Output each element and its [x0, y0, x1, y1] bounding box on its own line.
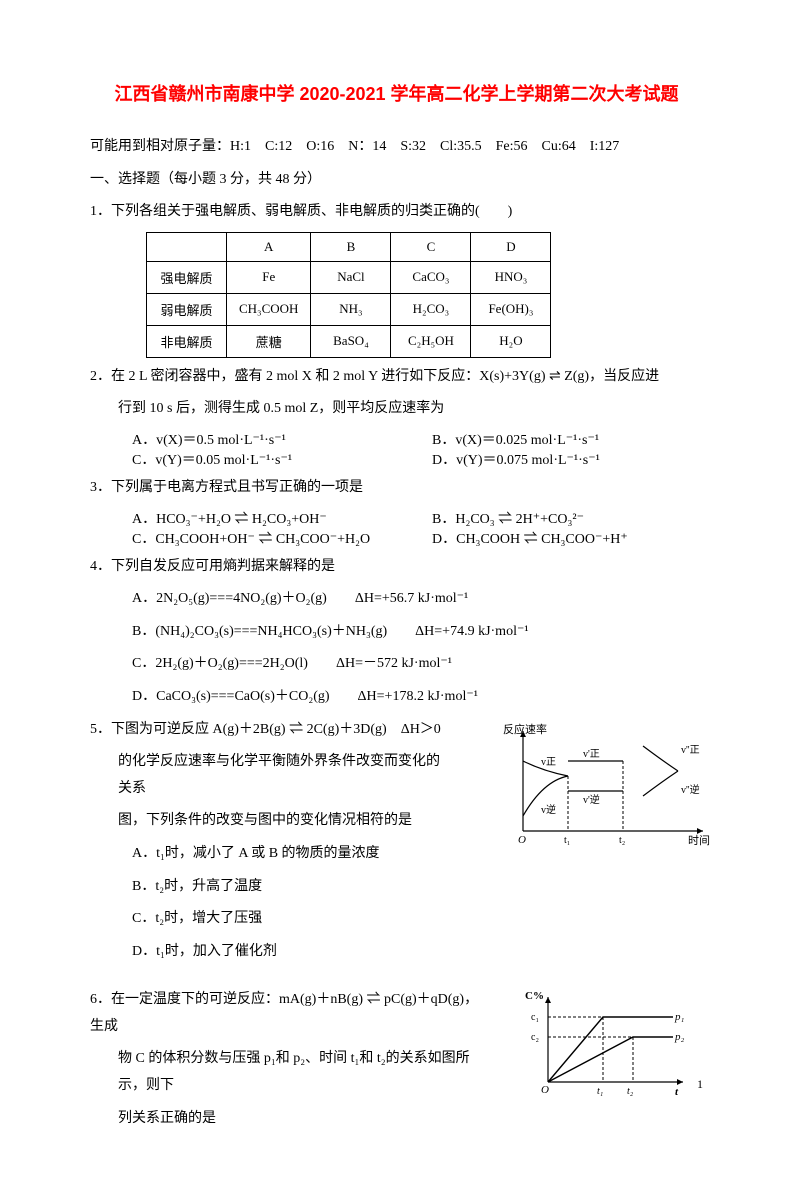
svg-text:p₁: p₁ [674, 1011, 685, 1023]
cell: 强电解质 [147, 261, 227, 293]
cell: HNO₃ [471, 261, 551, 293]
cell: Fe [227, 261, 311, 293]
svg-text:t: t [675, 1086, 679, 1097]
cell: C [391, 232, 471, 261]
cell: C₂H₅OH [391, 325, 471, 357]
table-row: A B C D [147, 232, 551, 261]
table-row: 强电解质 Fe NaCl CaCO₃ HNO₃ [147, 261, 551, 293]
svg-text:v''正: v''正 [681, 745, 700, 756]
cell: BaSO₄ [311, 325, 391, 357]
svg-text:O: O [541, 1084, 549, 1096]
axis-x-label: 时间 [688, 834, 710, 847]
svg-text:v''逆: v''逆 [681, 783, 700, 796]
q5-stem3: 图，下列条件的改变与图中的变化情况相符的是 [90, 808, 450, 835]
cell: Fe(OH)₃ [471, 293, 551, 325]
q3-optB: B．H₂CO₃ ⇌ 2H⁺+CO₃²⁻ [432, 508, 692, 528]
page-title: 江西省赣州市南康中学 2020-2021 学年高二化学上学期第二次大考试题 [90, 80, 703, 106]
q5-stem1: 5．下图为可逆反应 A(g)＋2B(g) ⇌ 2C(g)＋3D(g) ΔH＞0 [90, 717, 450, 744]
svg-text:t₂: t₂ [619, 835, 625, 846]
cell: 蔗糖 [227, 325, 311, 357]
q2-optB: B．v(X)＝0.025 mol·L⁻¹·s⁻¹ [432, 429, 692, 449]
q1-table: A B C D 强电解质 Fe NaCl CaCO₃ HNO₃ 弱电解质 CH₃… [146, 232, 551, 358]
svg-text:v'正: v'正 [583, 749, 600, 760]
section-1-heading: 一、选择题（每小题 3 分，共 48 分） [90, 167, 703, 194]
q4-optD: D．CaCO₃(s)===CaO(s)＋CO₂(g) ΔH=+178.2 kJ·… [90, 684, 703, 711]
q2-optD: D．v(Y)＝0.075 mol·L⁻¹·s⁻¹ [432, 449, 692, 469]
q4-optA: A．2N₂O₅(g)===4NO₂(g)＋O₂(g) ΔH=+56.7 kJ·m… [90, 586, 703, 613]
svg-text:t₂: t₂ [627, 1086, 634, 1097]
cell: D [471, 232, 551, 261]
table-row: 非电解质 蔗糖 BaSO₄ C₂H₅OH H₂O [147, 325, 551, 357]
q5-optB: B．t₂时，升高了温度 [90, 874, 450, 901]
q5-optD: D．t₁时，加入了催化剂 [90, 939, 450, 966]
q5-optA: A．t₁时，减小了 A 或 B 的物质的量浓度 [90, 841, 450, 868]
q4-optB: B．(NH₄)₂CO₃(s)===NH₄HCO₃(s)＋NH₃(g) ΔH=+7… [90, 619, 703, 646]
q2-optC: C．v(Y)＝0.05 mol·L⁻¹·s⁻¹ [132, 449, 432, 469]
cell: NaCl [311, 261, 391, 293]
cell [147, 232, 227, 261]
cell: H₂CO₃ [391, 293, 471, 325]
cell: 非电解质 [147, 325, 227, 357]
page-number: 1 [697, 1077, 703, 1092]
svg-text:t₁: t₁ [597, 1086, 603, 1097]
cell: NH₃ [311, 293, 391, 325]
cell: CaCO₃ [391, 261, 471, 293]
q2-stem: 2．在 2 L 密闭容器中，盛有 2 mol X 和 2 mol Y 进行如下反… [90, 364, 703, 391]
svg-text:C%: C% [525, 990, 544, 1002]
q3-optC: C．CH₃COOH+OH⁻ ⇌ CH₃COO⁻+H₂O [132, 528, 432, 548]
q5-figure: 反应速率 时间 v正 v逆 t₁ v'正 v'逆 t₂ [503, 721, 713, 851]
axis-y-label: 反应速率 [503, 722, 547, 736]
q1-stem: 1．下列各组关于强电解质、弱电解质、非电解质的归类正确的( ) [90, 199, 703, 226]
q6-stem1: 6．在一定温度下的可逆反应：mA(g)＋nB(g) ⇌ pC(g)＋qD(g)，… [90, 987, 480, 1040]
cell: B [311, 232, 391, 261]
svg-text:v逆: v逆 [541, 803, 556, 816]
q5-optC: C．t₂时，增大了压强 [90, 906, 450, 933]
q5-stem2: 的化学反应速率与化学平衡随外界条件改变而变化的关系 [90, 749, 450, 802]
cell: 弱电解质 [147, 293, 227, 325]
q4-optC: C．2H₂(g)＋O₂(g)===2H₂O(l) ΔH=－572 kJ·mol⁻… [90, 651, 703, 678]
q6-stem3: 列关系正确的是 [90, 1106, 480, 1133]
cell: CH₃COOH [227, 293, 311, 325]
svg-text:c₁: c₁ [531, 1012, 539, 1023]
svg-text:t₁: t₁ [564, 835, 570, 846]
q6-stem2: 物 C 的体积分数与压强 p₁和 p₂、时间 t₁和 t₂的关系如图所示，则下 [90, 1046, 480, 1099]
table-row: 弱电解质 CH₃COOH NH₃ H₂CO₃ Fe(OH)₃ [147, 293, 551, 325]
q2-stem2: 行到 10 s 后，测得生成 0.5 mol Z，则平均反应速率为 [90, 396, 703, 423]
svg-text:p₂: p₂ [674, 1031, 685, 1043]
q3-stem: 3．下列属于电离方程式且书写正确的一项是 [90, 475, 703, 502]
svg-text:c₂: c₂ [531, 1032, 539, 1043]
atomic-masses: 可能用到相对原子量：H:1 C:12 O:16 N：14 S:32 Cl:35.… [90, 134, 703, 161]
q3-optA: A．HCO₃⁻+H₂O ⇌ H₂CO₃+OH⁻ [132, 508, 432, 528]
q4-stem: 4．下列自发反应可用熵判据来解释的是 [90, 554, 703, 581]
svg-text:v正: v正 [541, 757, 556, 768]
cell: A [227, 232, 311, 261]
q2-optA: A．v(X)＝0.5 mol·L⁻¹·s⁻¹ [132, 429, 432, 449]
q3-optD: D．CH₃COOH ⇌ CH₃COO⁻+H⁺ [432, 528, 692, 548]
cell: H₂O [471, 325, 551, 357]
q6-figure: C% t O p₁ p₂ c₁ c₂ t₁ t₂ [523, 987, 693, 1097]
svg-text:O: O [518, 834, 526, 846]
svg-text:v'逆: v'逆 [583, 793, 600, 806]
